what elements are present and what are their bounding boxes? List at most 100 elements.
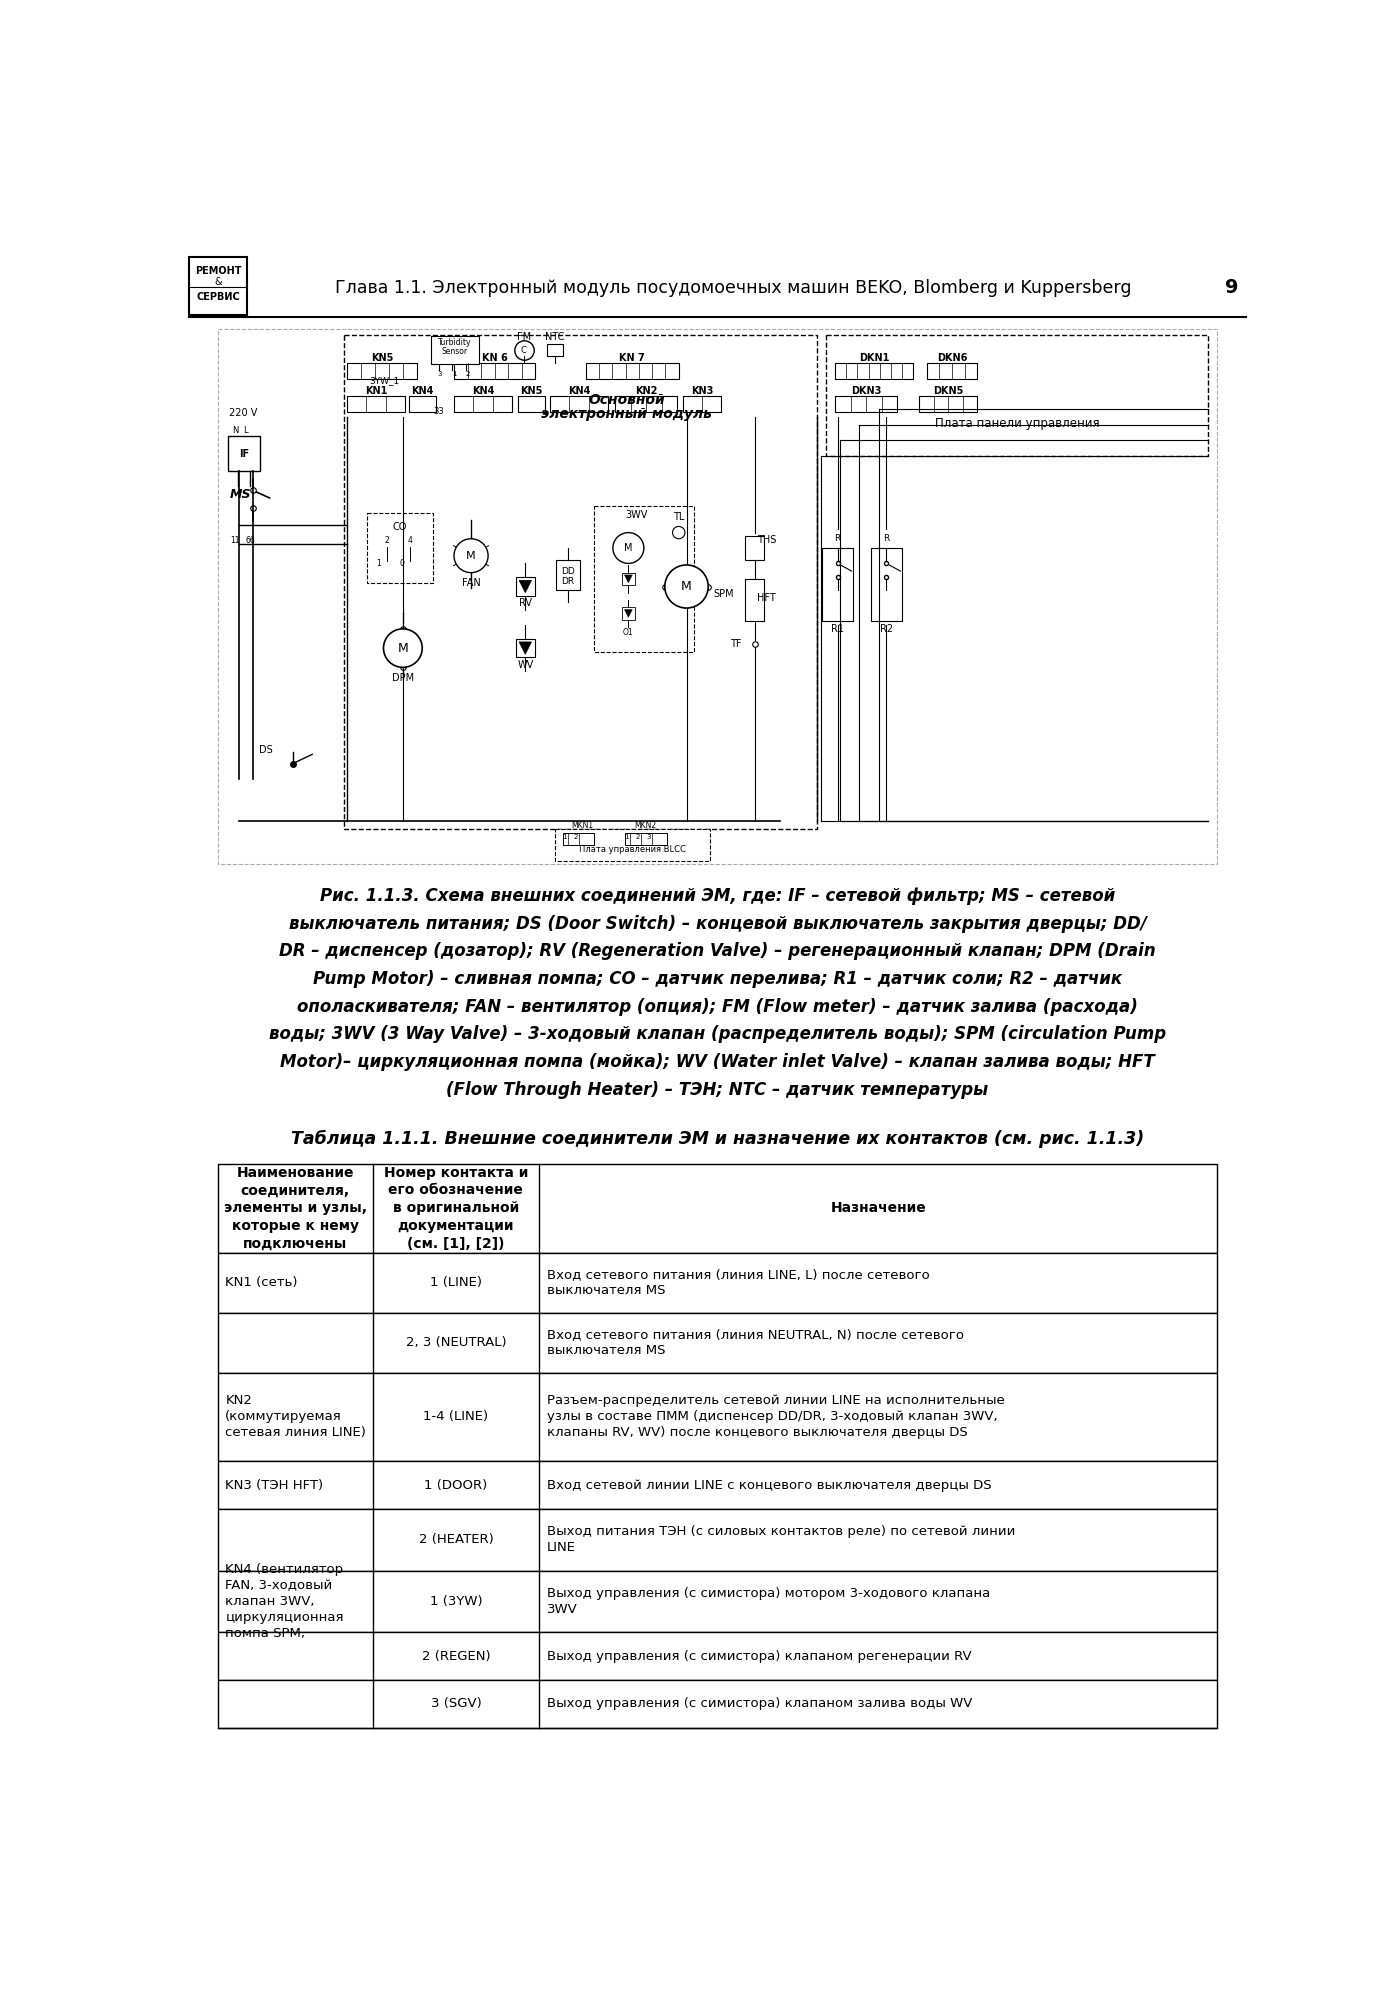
Text: CO: CO: [393, 522, 407, 532]
Text: Рис. 1.1.3. Схема внешних соединений ЭМ, где: IF – сетевой фильтр; MS – сетевой: Рис. 1.1.3. Схема внешних соединений ЭМ,…: [319, 886, 1116, 904]
Bar: [409, 396, 437, 412]
Text: THS: THS: [756, 536, 776, 546]
Bar: [217, 1312, 1218, 1372]
Text: 1-4 (LINE): 1-4 (LINE): [423, 1410, 489, 1424]
Text: 2 (HEATER): 2 (HEATER): [419, 1534, 493, 1546]
Text: Вход сетевого питания (линия LINE, L) после сетевого
выключателя MS: Вход сетевого питания (линия LINE, L) по…: [547, 1268, 930, 1298]
Bar: [217, 1632, 1218, 1680]
Text: KN2: KN2: [636, 386, 658, 396]
Text: 3 (SGV): 3 (SGV): [431, 1698, 482, 1710]
Polygon shape: [624, 610, 633, 618]
Text: M: M: [624, 542, 633, 552]
Text: Глава 1.1. Электронный модуль посудомоечных машин ВEKO, Blomberg и Kuppersberg: Глава 1.1. Электронный модуль посудомоеч…: [335, 278, 1131, 296]
Text: DKN6: DKN6: [937, 352, 967, 362]
Text: KN4 (вентилятор
FAN, 3-ходовый
клапан 3WV,
циркуляционная
помпа SPM,: KN4 (вентилятор FAN, 3-ходовый клапан 3W…: [225, 1562, 344, 1640]
Text: SPM: SPM: [714, 590, 734, 600]
Text: DPM: DPM: [392, 674, 414, 684]
Text: Наименование
соединителя,
элементы и узлы,
которые к нему
подключены: Наименование соединителя, элементы и узл…: [224, 1166, 367, 1250]
Bar: [622, 608, 634, 620]
Text: Pump Motor) – сливная помпа; CO – датчик перелива; R1 – датчик соли; R2 – датчик: Pump Motor) – сливная помпа; CO – датчик…: [314, 970, 1121, 988]
Text: 1 (LINE): 1 (LINE): [430, 1276, 482, 1290]
Text: 2 (REGEN): 2 (REGEN): [421, 1650, 490, 1662]
Text: R2: R2: [879, 624, 893, 634]
Bar: [347, 396, 405, 412]
Text: KN2
(коммутируемая
сетевая линия LINE): KN2 (коммутируемая сетевая линия LINE): [225, 1394, 367, 1440]
Bar: [745, 536, 764, 560]
Text: NTC: NTC: [545, 332, 564, 342]
Text: Выход питания ТЭН (с силовых контактов реле) по сетевой линии
LINE: Выход питания ТЭН (с силовых контактов р…: [547, 1526, 1015, 1554]
Text: ополаскивателя; FAN – вентилятор (опция); FM (Flow meter) – датчик залива (расхо: ополаскивателя; FAN – вентилятор (опция)…: [297, 998, 1138, 1016]
Text: M: M: [682, 580, 692, 592]
Text: 1: 1: [377, 558, 381, 568]
Bar: [563, 832, 594, 846]
Text: (Flow Through Heater) – ТЭН; NTC – датчик температуры: (Flow Through Heater) – ТЭН; NTC – датчи…: [447, 1080, 988, 1098]
Text: РЕМОНТ: РЕМОНТ: [195, 266, 241, 276]
Circle shape: [613, 532, 644, 564]
Text: 1 (3YW): 1 (3YW): [430, 1594, 482, 1608]
Text: &: &: [214, 276, 221, 286]
Bar: [217, 1462, 1218, 1508]
Text: 33: 33: [433, 408, 444, 416]
Bar: [550, 396, 608, 412]
Bar: [585, 364, 679, 378]
Bar: [822, 548, 853, 622]
Circle shape: [384, 628, 423, 668]
Text: M: M: [398, 642, 409, 654]
Bar: [556, 560, 580, 590]
Bar: [217, 1372, 1218, 1462]
Text: 2: 2: [466, 370, 470, 376]
Text: L: L: [244, 426, 248, 434]
Bar: [217, 1508, 1218, 1570]
Text: M: M: [466, 550, 476, 560]
Text: DS: DS: [259, 744, 273, 754]
Bar: [217, 1680, 1218, 1728]
Text: 2: 2: [574, 834, 578, 840]
Text: TF: TF: [729, 640, 741, 650]
Bar: [431, 336, 479, 364]
Text: 3: 3: [647, 834, 651, 840]
Bar: [871, 548, 902, 622]
Text: KN1: KN1: [365, 386, 388, 396]
Bar: [624, 832, 668, 846]
Text: электронный модуль: электронный модуль: [542, 408, 713, 422]
Text: KN5: KN5: [371, 352, 393, 362]
Text: 3YW_1: 3YW_1: [370, 376, 399, 386]
Bar: [217, 1164, 1218, 1252]
Text: IF: IF: [239, 448, 249, 458]
Text: MS: MS: [230, 488, 251, 500]
Text: DR: DR: [561, 576, 574, 586]
Circle shape: [454, 538, 489, 572]
Text: DKN3: DKN3: [851, 386, 882, 396]
Bar: [217, 1252, 1218, 1312]
Text: 1 (DOOR): 1 (DOOR): [424, 1478, 487, 1492]
Bar: [547, 344, 563, 356]
Text: выключатель питания; DS (Door Switch) – концевой выключатель закрытия дверцы; DD: выключатель питания; DS (Door Switch) – …: [288, 914, 1147, 932]
Text: N: N: [232, 426, 238, 434]
Text: DKN5: DKN5: [932, 386, 963, 396]
Text: KN4: KN4: [412, 386, 434, 396]
Text: MKN2: MKN2: [634, 822, 657, 830]
Bar: [347, 364, 417, 378]
Text: O1: O1: [623, 628, 634, 638]
Text: KN4: KN4: [568, 386, 591, 396]
Text: KN5: KN5: [519, 386, 542, 396]
Bar: [217, 1570, 1218, 1632]
Circle shape: [672, 526, 685, 538]
Text: 3WV: 3WV: [624, 510, 647, 520]
Text: Turbidity: Turbidity: [438, 338, 472, 346]
Text: 1: 1: [563, 834, 567, 840]
Bar: [615, 396, 678, 412]
Bar: [622, 572, 634, 584]
Polygon shape: [519, 642, 532, 654]
Text: FAN: FAN: [462, 578, 480, 588]
Bar: [594, 506, 694, 652]
Text: FM: FM: [517, 332, 531, 342]
Text: KN3: KN3: [690, 386, 713, 396]
Text: Таблица 1.1.1. Внешние соединители ЭМ и назначение их контактов (см. рис. 1.1.3): Таблица 1.1.1. Внешние соединители ЭМ и …: [291, 1130, 1144, 1148]
Text: HFT: HFT: [757, 594, 776, 604]
Text: 220 V: 220 V: [230, 408, 258, 418]
Text: 1: 1: [452, 370, 456, 376]
Bar: [454, 396, 512, 412]
Bar: [517, 578, 535, 596]
Bar: [836, 396, 897, 412]
